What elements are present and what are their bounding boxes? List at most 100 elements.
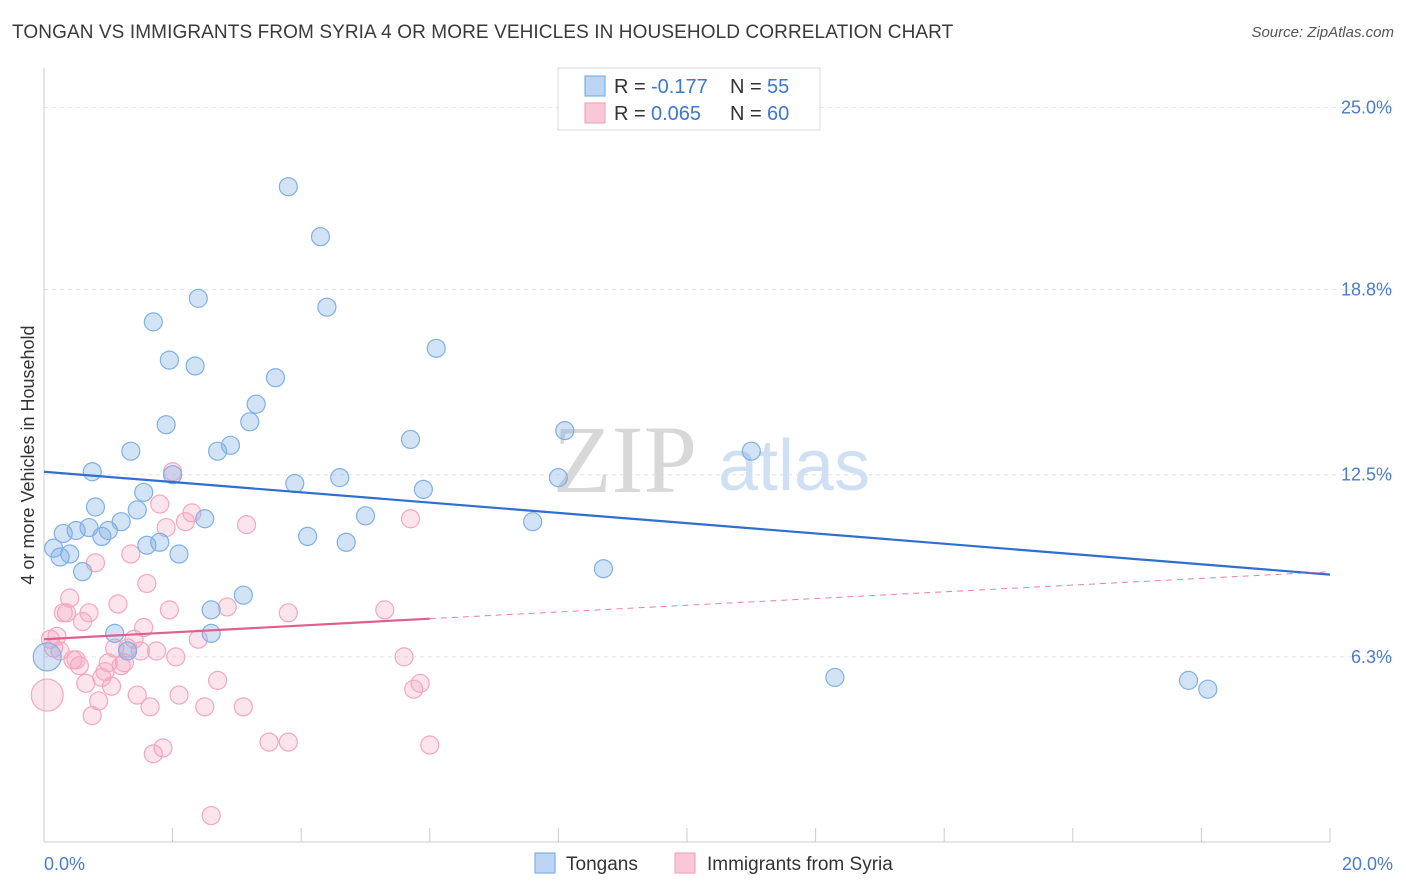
tongans-point bbox=[201, 600, 221, 620]
grid-lines bbox=[44, 106, 1392, 658]
syria-trend-extension bbox=[429, 571, 1331, 620]
syria-point bbox=[153, 738, 173, 758]
tongans-trend-line bbox=[43, 470, 1331, 576]
syria-point bbox=[278, 732, 298, 752]
tongans-point bbox=[111, 512, 131, 532]
syria-point bbox=[121, 544, 141, 564]
syria-point bbox=[394, 647, 414, 667]
syria-point bbox=[201, 805, 221, 826]
tongans-point bbox=[150, 532, 170, 552]
syria-point bbox=[60, 588, 80, 608]
chart-source: Source: ZipAtlas.com bbox=[1251, 24, 1394, 41]
tongans-point bbox=[127, 500, 147, 520]
syria-point bbox=[150, 494, 170, 514]
legend-n-label-2: N = bbox=[730, 103, 762, 125]
tongans-point bbox=[72, 562, 93, 582]
x-tick-labels: 0.0% 20.0% bbox=[44, 854, 1393, 874]
legend-r-value-1: -0.177 bbox=[651, 76, 708, 98]
tongans-point bbox=[105, 623, 125, 643]
syria-point bbox=[375, 600, 395, 620]
tongans-point bbox=[548, 468, 569, 488]
legend-swatch-tongans bbox=[584, 75, 606, 97]
x-tick-label: 20.0% bbox=[1342, 854, 1393, 874]
syria-point bbox=[140, 697, 160, 717]
tongans-point bbox=[298, 526, 318, 547]
syria-trend-line bbox=[43, 617, 430, 641]
syria-point bbox=[169, 685, 189, 705]
syria-point bbox=[76, 673, 96, 693]
bottom-legend-syria: Immigrants from Syria bbox=[707, 854, 893, 875]
tongans-point bbox=[121, 441, 141, 461]
bottom-legend-tongans: Tongans bbox=[566, 854, 638, 875]
tongans-point bbox=[741, 441, 761, 461]
tongans-point bbox=[523, 512, 543, 532]
syria-point bbox=[259, 732, 279, 752]
y-tick-label: 25.0% bbox=[1341, 97, 1392, 117]
legend-n-value-1: 55 bbox=[767, 76, 789, 98]
syria-point bbox=[195, 697, 215, 717]
syria-point bbox=[56, 603, 77, 623]
syria-point bbox=[134, 617, 154, 638]
tongans-point bbox=[233, 585, 253, 605]
syria-point bbox=[236, 515, 257, 535]
syria-points bbox=[30, 462, 440, 826]
tongans-point bbox=[185, 356, 205, 376]
tongans-points bbox=[32, 177, 1218, 699]
y-tick-label: 12.5% bbox=[1341, 465, 1392, 485]
watermark-atlas: atlas bbox=[718, 426, 870, 506]
tongans-point bbox=[336, 532, 356, 552]
tongans-point bbox=[169, 544, 189, 564]
axes bbox=[43, 68, 1331, 843]
tongans-point bbox=[593, 559, 614, 579]
tongans-point bbox=[220, 435, 241, 455]
syria-point bbox=[66, 650, 86, 670]
trend-lines bbox=[43, 470, 1331, 641]
tongans-point bbox=[246, 394, 266, 414]
legend-n-value-2: 60 bbox=[767, 103, 789, 125]
syria-point bbox=[233, 697, 253, 717]
tongans-point bbox=[278, 177, 298, 197]
tongans-point bbox=[60, 544, 80, 564]
y-tick-labels: 6.3% 12.5% 18.8% 25.0% bbox=[1341, 97, 1392, 666]
bottom-legend-swatch-tongans bbox=[534, 852, 556, 874]
syria-point bbox=[143, 744, 163, 764]
y-axis-label: 4 or more Vehicles in Household bbox=[18, 325, 38, 584]
legend-box: R = -0.177 N = 55 R = 0.065 N = 60 bbox=[557, 67, 821, 131]
syria-point bbox=[89, 691, 109, 711]
tongans-point bbox=[159, 350, 179, 370]
tongans-point bbox=[317, 297, 337, 317]
tongans-point bbox=[413, 479, 433, 499]
tongans-point bbox=[355, 506, 376, 526]
syria-point bbox=[30, 678, 64, 712]
tongans-point bbox=[195, 509, 215, 529]
legend-r-label-1: R = bbox=[614, 76, 646, 98]
syria-point bbox=[208, 670, 228, 690]
tongans-point bbox=[330, 468, 350, 488]
syria-point bbox=[420, 735, 440, 755]
syria-point bbox=[127, 685, 147, 705]
tongans-point bbox=[265, 368, 286, 388]
bottom-legend: Tongans Immigrants from Syria bbox=[534, 852, 893, 875]
tongans-point bbox=[1198, 679, 1218, 699]
y-tick-label: 6.3% bbox=[1351, 647, 1392, 667]
watermark: ZIP atlas bbox=[553, 406, 870, 513]
tongans-point bbox=[555, 421, 575, 441]
tongans-point bbox=[163, 465, 183, 485]
syria-point bbox=[114, 653, 134, 673]
tongans-point bbox=[143, 312, 163, 332]
tongans-point bbox=[82, 462, 102, 482]
syria-point bbox=[400, 509, 421, 529]
tongans-point bbox=[201, 623, 221, 643]
syria-point bbox=[166, 647, 186, 667]
bottom-legend-swatch-syria bbox=[674, 852, 696, 874]
syria-point bbox=[159, 600, 179, 620]
x-tick-label: 0.0% bbox=[44, 854, 85, 874]
tongans-point bbox=[240, 412, 260, 432]
tongans-point bbox=[825, 667, 845, 688]
syria-point bbox=[217, 597, 237, 617]
tongans-point bbox=[134, 482, 154, 502]
tongans-point bbox=[426, 338, 446, 358]
syria-point bbox=[69, 656, 89, 676]
tongans-point bbox=[85, 497, 106, 517]
